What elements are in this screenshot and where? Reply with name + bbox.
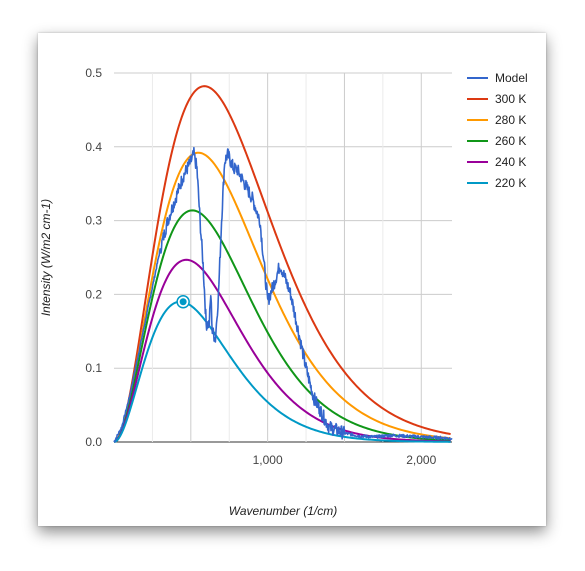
legend-item-220-k[interactable]: 220 K [467,176,526,190]
legend-label: 300 K [495,92,526,106]
legend-item-300-k[interactable]: 300 K [467,92,526,106]
x-tick-label: 1,000 [253,453,283,467]
legend-label: 220 K [495,176,526,190]
axes: 0.0 0.1 0.2 0.3 0.4 0.5 1,000 2,000 [85,66,436,467]
legend-label: Model [495,71,528,85]
series-line-220-k[interactable] [113,300,451,443]
legend-label: 280 K [495,113,526,127]
series-line-280-k[interactable] [113,151,451,443]
x-tick-label: 2,000 [406,453,436,467]
legend-item-model[interactable]: Model [467,71,528,85]
legend[interactable]: Model 300 K 280 K 260 K 240 K 220 K [467,71,528,190]
y-tick-label: 0.2 [85,287,102,301]
legend-item-240-k[interactable]: 240 K [467,155,526,169]
y-tick-label: 0.1 [85,361,102,375]
y-tick-label: 0.0 [85,435,102,449]
y-tick-label: 0.5 [85,66,102,80]
series-line-model[interactable] [113,146,453,443]
series-line-240-k[interactable] [113,258,451,443]
x-axis-title: Wavenumber (1/cm) [229,504,337,518]
gridlines [114,72,452,443]
legend-label: 240 K [495,155,526,169]
series-line-300-k[interactable] [113,85,451,443]
chart-card [38,33,546,526]
legend-label: 260 K [495,134,526,148]
y-tick-label: 0.4 [85,140,102,154]
y-tick-label: 0.3 [85,214,102,228]
y-axis-title: Intensity (W/m2 cm-1) [39,199,53,316]
legend-item-280-k[interactable]: 280 K [467,113,526,127]
plot-series [113,85,453,443]
series-line-260-k[interactable] [113,209,451,443]
legend-item-260-k[interactable]: 260 K [467,134,526,148]
highlight-point[interactable] [179,298,187,306]
